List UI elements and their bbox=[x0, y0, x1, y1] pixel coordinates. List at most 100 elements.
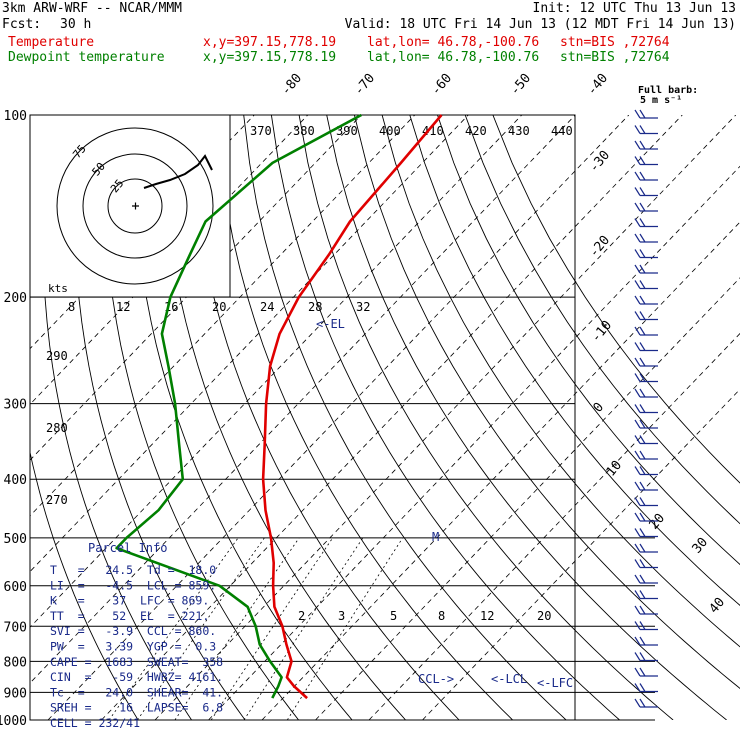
isotherm-label: -70 bbox=[352, 71, 379, 99]
mixing-ratio-lower-label: 12 bbox=[480, 609, 494, 623]
level-marker: CCL-> bbox=[418, 672, 454, 686]
wind-barb bbox=[634, 683, 658, 693]
isotherm bbox=[30, 115, 576, 684]
parcel-info-title: Parcel Info bbox=[88, 541, 167, 555]
mixing-ratio-line bbox=[174, 537, 300, 720]
parcel-info-panel: Parcel Info T = 24.5 Td = 18.0LI = -4.5 … bbox=[50, 541, 223, 730]
wind-barb bbox=[634, 605, 658, 615]
wind-barb bbox=[634, 357, 658, 367]
wind-barb bbox=[634, 311, 658, 321]
parcel-info-line: LI = -4.5 LCL = 859. bbox=[50, 578, 216, 592]
isotherm-label: -10 bbox=[589, 318, 616, 346]
legend-temperature-xy: x,y=397.15,778.19 bbox=[203, 35, 337, 50]
parcel-info-line: CAPE = 1683 SWEAT= 358 bbox=[50, 655, 223, 669]
wind-barb bbox=[634, 450, 658, 460]
wind-barb bbox=[634, 512, 658, 522]
mixing-ratio-upper-label: 12 bbox=[116, 300, 130, 314]
mixing-ratio-lower-label: 8 bbox=[438, 609, 445, 623]
mixing-ratio-line bbox=[137, 537, 265, 720]
parcel-info-line: PW = 3.39 YGP = 0.3 bbox=[50, 640, 216, 654]
wind-barb bbox=[634, 419, 658, 429]
isotherm-label: 0 bbox=[591, 400, 608, 416]
isotherm bbox=[30, 115, 523, 628]
parcel-info-line: CELL = 232/41 bbox=[50, 716, 140, 730]
pressure-tick-label: 100 bbox=[4, 109, 27, 124]
theta-label: 420 bbox=[465, 124, 487, 138]
wind-barb bbox=[634, 590, 658, 600]
wind-barb bbox=[634, 249, 658, 259]
wind-barb bbox=[634, 652, 658, 662]
isotherm-label: -80 bbox=[279, 71, 306, 99]
theta-label: 380 bbox=[293, 124, 315, 138]
isotherm-label: 20 bbox=[647, 511, 669, 533]
pressure-tick-label: 900 bbox=[4, 686, 27, 701]
init-time: Init: 12 UTC Thu 13 Jun 13 bbox=[532, 1, 737, 16]
valid-time: Valid: 18 UTC Fri 14 Jun 13 (12 MDT Fri … bbox=[344, 17, 736, 32]
wind-barb bbox=[634, 435, 658, 445]
dry-adiabat bbox=[132, 115, 353, 720]
wind-barb bbox=[634, 233, 658, 243]
wind-barb bbox=[634, 218, 658, 228]
parcel-info-line: Tc = 24.0 SHEAR= 41. bbox=[50, 685, 223, 699]
dry-adiabat bbox=[353, 115, 740, 689]
pressure-tick-label: 300 bbox=[4, 398, 27, 413]
theta-low-label: 290 bbox=[46, 349, 68, 363]
parcel-info-line: SREH = 16 LAPSE= 6.8 bbox=[50, 701, 223, 715]
pressure-tick-label: 400 bbox=[4, 473, 27, 488]
isotherm bbox=[422, 388, 740, 720]
wind-barb bbox=[634, 295, 658, 305]
dry-adiabat bbox=[298, 115, 674, 720]
mixing-ratio-upper-label: 32 bbox=[356, 300, 370, 314]
hodograph-units-label: kts bbox=[48, 282, 68, 295]
level-marker: M bbox=[432, 530, 439, 544]
dry-adiabat bbox=[409, 115, 740, 606]
dry-adiabat bbox=[437, 115, 740, 566]
wind-barb bbox=[634, 326, 658, 336]
pressure-tick-label: 1000 bbox=[0, 714, 27, 729]
parcel-info-line: SVI = -3.9 CCL = 860. bbox=[50, 624, 216, 638]
isotherm-label: -20 bbox=[587, 233, 614, 261]
dry-adiabat bbox=[270, 115, 620, 720]
level-markers: <-EL M CCL-> <-LCL <-LFC bbox=[316, 317, 573, 690]
theta-label: 400 bbox=[379, 124, 401, 138]
wind-barb bbox=[634, 621, 658, 631]
isotherm bbox=[208, 165, 740, 720]
dry-adiabat bbox=[243, 115, 567, 720]
wind-barb bbox=[634, 156, 658, 166]
mixing-ratio-lower-label: 5 bbox=[390, 609, 397, 623]
wind-barb bbox=[634, 559, 658, 569]
isotherm-label: 10 bbox=[604, 458, 626, 480]
parcel-info-line: T = 24.5 Td = 18.0 bbox=[50, 563, 216, 577]
wind-barb bbox=[634, 342, 658, 352]
wind-barb bbox=[634, 140, 658, 150]
pressure-tick-label: 500 bbox=[4, 532, 27, 547]
dry-adiabat bbox=[187, 115, 460, 720]
sounding-profiles bbox=[115, 113, 443, 700]
dewpoint-profile bbox=[115, 113, 362, 699]
forecast-hour: 30 h bbox=[60, 17, 92, 32]
mixing-ratio-line bbox=[286, 537, 404, 720]
level-marker: <-EL bbox=[316, 317, 345, 331]
wind-barb bbox=[634, 698, 658, 708]
hodograph-trace bbox=[143, 154, 213, 189]
level-marker: <-LFC bbox=[537, 676, 573, 690]
mixing-ratio-lower-label: 20 bbox=[537, 609, 551, 623]
barb-legend-line2: 5 m s⁻¹ bbox=[640, 95, 682, 106]
dry-adiabat bbox=[381, 115, 740, 648]
wind-barb bbox=[634, 280, 658, 290]
legend-dewpoint-label: Dewpoint temperature bbox=[8, 50, 165, 65]
isotherm bbox=[101, 115, 683, 720]
legend-temperature-stn: stn=BIS ,72764 bbox=[560, 35, 670, 50]
mixing-ratio-upper-label: 28 bbox=[308, 300, 322, 314]
hodograph-ring bbox=[56, 127, 214, 285]
isotherm bbox=[315, 277, 740, 720]
isotherm-label: -50 bbox=[508, 71, 535, 99]
pressure-tick-label: 600 bbox=[4, 580, 27, 595]
wind-barb bbox=[634, 373, 658, 383]
wind-barb bbox=[634, 528, 658, 538]
wind-barb bbox=[634, 264, 658, 274]
wind-barb bbox=[634, 109, 658, 119]
isotherm-label: 30 bbox=[690, 535, 712, 557]
